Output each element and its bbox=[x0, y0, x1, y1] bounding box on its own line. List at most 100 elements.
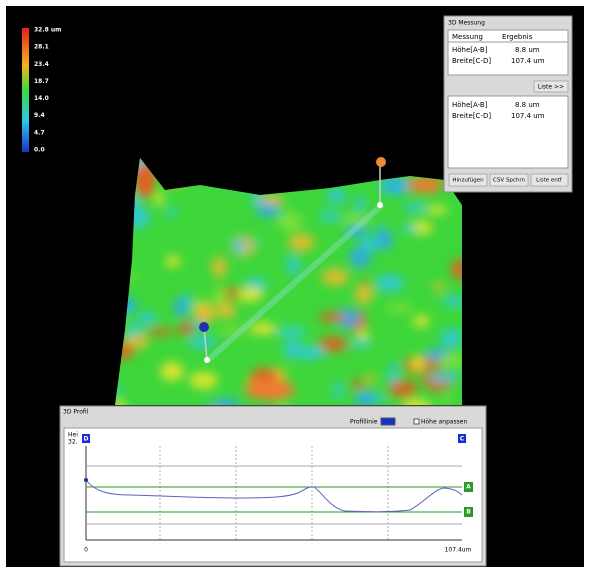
marker-label: A bbox=[466, 484, 471, 491]
color-scale-label: 9.4 bbox=[34, 112, 45, 119]
surface-peak bbox=[407, 177, 443, 193]
surface-blob bbox=[354, 283, 374, 304]
surface-blob bbox=[189, 371, 219, 389]
surface-blob bbox=[401, 224, 417, 233]
list-table bbox=[447, 95, 569, 169]
color-scale-label: 14.0 bbox=[34, 95, 49, 102]
surface-blob bbox=[321, 268, 349, 286]
x-start-label: 0 bbox=[84, 547, 88, 554]
row-value: 8.8 um bbox=[515, 46, 540, 54]
color-scale-label: 18.7 bbox=[34, 78, 49, 85]
fit-height-label[interactable]: Höhe anpassen bbox=[421, 419, 467, 426]
marker-d bbox=[204, 357, 210, 363]
surface-blob bbox=[288, 233, 315, 252]
surface-peak bbox=[245, 380, 295, 400]
csv-button[interactable] bbox=[489, 173, 529, 187]
surface-blob bbox=[173, 297, 188, 318]
marker-b-box bbox=[464, 507, 473, 517]
surface-blob bbox=[401, 399, 432, 405]
checkbox[interactable] bbox=[413, 418, 420, 425]
color-scale-label: 32.8 um bbox=[34, 27, 61, 34]
marker-stem bbox=[203, 327, 208, 361]
surface-blob bbox=[166, 206, 177, 218]
column-header: Ergebnis bbox=[502, 33, 533, 41]
surface-blob bbox=[439, 352, 462, 368]
marker-a bbox=[376, 157, 386, 167]
surface-blob bbox=[341, 214, 371, 225]
surface-blob bbox=[375, 229, 393, 250]
delete-button-label[interactable]: Liste entf bbox=[536, 178, 563, 184]
marker-c bbox=[377, 202, 383, 208]
marker-label: D bbox=[84, 436, 89, 443]
surface-blob bbox=[412, 315, 430, 327]
surface-blob bbox=[365, 374, 375, 385]
surface-blob bbox=[213, 286, 227, 305]
color-select[interactable] bbox=[380, 417, 396, 426]
surface-blob bbox=[354, 195, 366, 212]
surface-blob bbox=[146, 328, 176, 336]
surface-blob bbox=[386, 303, 413, 312]
color-scale-bar bbox=[22, 28, 29, 152]
y-axis-max: 32. bbox=[68, 439, 78, 446]
surface-peak bbox=[135, 162, 155, 198]
surface-blob bbox=[232, 238, 246, 255]
surface-blob bbox=[256, 202, 280, 218]
list-button[interactable] bbox=[533, 80, 569, 93]
marker-label: C bbox=[460, 436, 465, 443]
surface-blob bbox=[214, 301, 237, 319]
surface-blob bbox=[424, 205, 449, 214]
row-value: 107.4 um bbox=[511, 57, 545, 65]
result-table bbox=[447, 29, 569, 76]
surface-blob bbox=[318, 336, 349, 352]
profile-start bbox=[84, 478, 88, 482]
surface-blob bbox=[381, 179, 412, 194]
surface-blob bbox=[244, 280, 256, 288]
profile-panel: 3D Profil Profillinie Höhe anpassen Hei … bbox=[59, 405, 487, 567]
surface-blob bbox=[375, 274, 405, 292]
delete-button[interactable] bbox=[530, 173, 569, 187]
surface-blob bbox=[154, 191, 164, 206]
surface-blob bbox=[440, 328, 462, 348]
list-button-label[interactable]: Liste >> bbox=[538, 84, 564, 91]
marker-label: B bbox=[466, 509, 471, 516]
x-end-label: 107.4um bbox=[445, 547, 472, 554]
color-scale-label: 23.4 bbox=[34, 61, 49, 68]
surface-blob bbox=[411, 355, 425, 371]
surface-blob bbox=[433, 282, 445, 292]
surface-blob bbox=[428, 372, 460, 383]
profile-curve bbox=[85, 479, 463, 513]
surface-blob bbox=[294, 345, 326, 360]
surface-blob bbox=[326, 188, 346, 204]
add-button-label[interactable]: Hinzufügen bbox=[452, 178, 484, 184]
surface-blob bbox=[318, 312, 346, 323]
surface-blob bbox=[160, 361, 184, 381]
surface-blob bbox=[349, 339, 373, 348]
surface-blob bbox=[333, 380, 343, 401]
row-value: 8.8 um bbox=[515, 101, 540, 109]
surface-blob bbox=[286, 255, 300, 276]
surface-blob bbox=[115, 400, 126, 405]
profile-line bbox=[206, 202, 384, 363]
surface-blob bbox=[318, 211, 341, 222]
marker-c-box bbox=[458, 434, 466, 443]
surface-blob bbox=[211, 256, 227, 278]
surface-blob bbox=[284, 340, 301, 359]
measure-panel: 3D Messung Messung Ergebnis Höhe[A-B] 8.… bbox=[443, 15, 573, 193]
surface-blob bbox=[237, 287, 264, 302]
surface-blob bbox=[178, 322, 193, 336]
surface-blob bbox=[348, 246, 372, 268]
y-axis-label: Hei bbox=[68, 432, 78, 439]
row-label: Höhe[A-B] bbox=[452, 101, 488, 109]
surface-blob bbox=[451, 258, 462, 281]
surface-blob bbox=[442, 395, 452, 403]
column-header: Messung bbox=[452, 33, 483, 41]
add-button[interactable] bbox=[448, 173, 488, 187]
surface-blob bbox=[402, 203, 428, 212]
row-label: Breite[C-D] bbox=[452, 57, 491, 65]
color-scale-label: 0.0 bbox=[34, 147, 45, 154]
color-scale-label: 4.7 bbox=[34, 129, 45, 136]
surface-blob bbox=[249, 322, 277, 335]
csv-button-label[interactable]: CSV Spchrn bbox=[493, 178, 525, 184]
profile-line-label: Profillinie bbox=[350, 419, 378, 426]
